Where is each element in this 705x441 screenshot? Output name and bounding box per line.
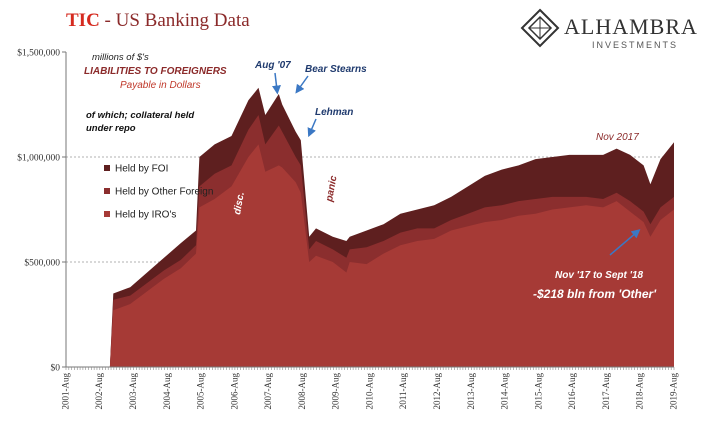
series-area-iro — [109, 144, 674, 367]
logo-sub: INVESTMENTS — [592, 40, 678, 50]
x-tick-label: 2005-Aug — [196, 373, 206, 410]
bear-stearns-arrow — [295, 75, 309, 94]
x-tick-label: 2004-Aug — [162, 373, 172, 410]
x-tick-label: 2010-Aug — [364, 373, 374, 410]
lehman-arrow — [307, 118, 317, 138]
legend-label: Held by FOI — [115, 164, 168, 175]
legend-label: Held by IRO's — [115, 210, 176, 221]
legend-label: Held by Other Foreign — [115, 187, 213, 198]
legend-swatch — [104, 211, 110, 217]
aug07-arrow — [272, 72, 281, 95]
x-tick-label: 2012-Aug — [432, 373, 442, 410]
liabilities-label: LIABILITIES TO FOREIGNERS — [84, 66, 227, 77]
x-tick-label: 2016-Aug — [567, 373, 577, 410]
x-tick-label: 2009-Aug — [331, 373, 341, 410]
legend: Held by FOI Held by Other Foreign Held by … — [104, 164, 213, 221]
x-tick-label: 2013-Aug — [466, 373, 476, 410]
x-tick-label: 2001-Aug — [60, 373, 70, 410]
units-label: millions of $'s — [92, 52, 149, 63]
disc-label: disc. — [232, 191, 247, 215]
y-tick-label: $1,000,000 — [17, 153, 60, 164]
x-tick-label: 2015-Aug — [533, 373, 543, 410]
collateral-label-2: under repo — [86, 123, 136, 134]
legend-swatch — [104, 188, 110, 194]
x-axis-ticks: 2001-Aug 2002-Aug 2003-Aug 2004-Aug 2005-Aug… — [60, 367, 678, 410]
x-tick-label: 2007-Aug — [263, 373, 273, 410]
nov17-sept18-label: Nov '17 to Sept '18 — [555, 270, 644, 281]
aug07-label: Aug '07 — [254, 60, 291, 71]
area-series — [109, 87, 674, 367]
x-tick-label: 2002-Aug — [94, 373, 104, 410]
bear-stearns-label: Bear Stearns — [305, 64, 367, 75]
x-tick-label: 2017-Aug — [601, 373, 611, 410]
x-tick-label: 2019-Aug — [668, 373, 678, 410]
lehman-label: Lehman — [315, 107, 353, 118]
x-tick-label: 2003-Aug — [128, 373, 138, 410]
drop-arrow — [609, 229, 641, 256]
title-rest: - US Banking Data — [99, 10, 250, 31]
diamond-logo-icon — [520, 8, 560, 48]
alhambra-logo: ALHAMBRA INVESTMENTS — [520, 8, 698, 50]
collateral-label-1: of which; collateral held — [86, 110, 194, 121]
logo-name: ALHAMBRA — [564, 14, 698, 39]
payable-label: Payable in Dollars — [120, 80, 201, 91]
x-tick-label: 2006-Aug — [229, 373, 239, 410]
page-title: TIC - US Banking Data — [66, 10, 250, 32]
y-tick-label: $500,000 — [24, 258, 60, 269]
y-tick-label: $1,500,000 — [17, 48, 60, 59]
x-tick-label: 2018-Aug — [635, 373, 645, 410]
y-tick-label: $0 — [51, 363, 61, 374]
x-tick-label: 2014-Aug — [500, 373, 510, 410]
x-tick-label: 2011-Aug — [398, 373, 408, 410]
y-axis-ticks: $0 $500,000 $1,000,000 $1,500,000 — [17, 48, 66, 374]
nov2017-label: Nov 2017 — [596, 132, 639, 143]
legend-swatch — [104, 165, 110, 171]
panic-label: panic — [324, 174, 340, 203]
annotations: millions of $'s LIABILITIES TO FOREIGNER… — [84, 52, 657, 301]
x-tick-label: 2008-Aug — [297, 373, 307, 410]
title-prefix: TIC — [66, 10, 100, 31]
drop-label: -$218 bln from 'Other' — [533, 287, 657, 301]
